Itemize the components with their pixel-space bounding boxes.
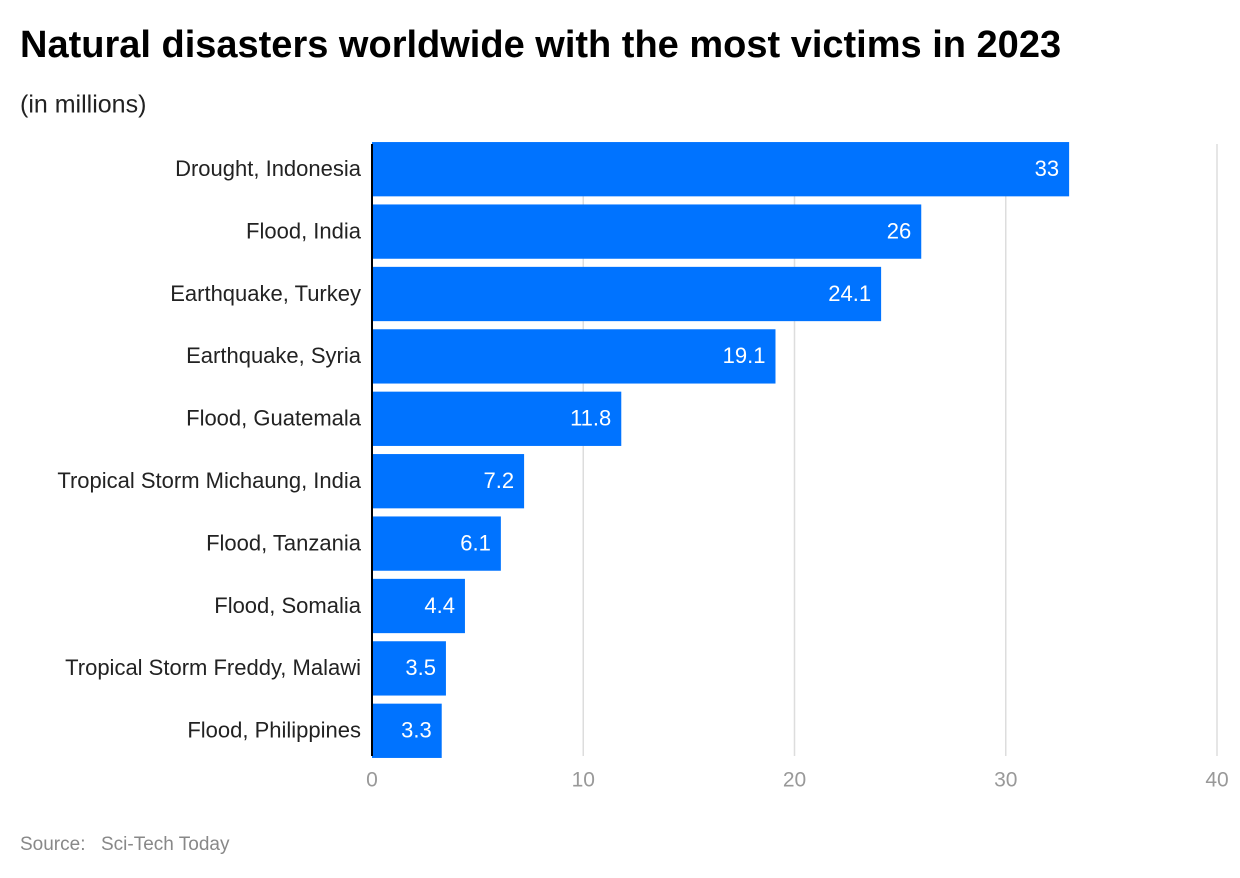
source-label: Source: bbox=[20, 834, 85, 855]
value-label: 19.1 bbox=[723, 343, 766, 368]
value-label: 33 bbox=[1035, 156, 1059, 181]
bar bbox=[372, 454, 525, 509]
x-tick-label: 40 bbox=[1205, 769, 1228, 792]
value-label: 24.1 bbox=[828, 281, 871, 306]
y-tick-label: Earthquake, Syria bbox=[186, 343, 362, 368]
value-label: 6.1 bbox=[460, 530, 491, 555]
value-label: 3.5 bbox=[405, 655, 436, 680]
chart-title: Natural disasters worldwide with the mos… bbox=[20, 24, 1061, 66]
chart-subtitle: (in millions) bbox=[20, 91, 146, 119]
source-text: Sci-Tech Today bbox=[101, 834, 230, 855]
bar bbox=[372, 516, 501, 571]
bar bbox=[372, 578, 465, 634]
bar bbox=[372, 142, 1070, 197]
bar bbox=[372, 391, 622, 446]
bar bbox=[372, 266, 882, 322]
bar bbox=[372, 329, 776, 384]
bar bbox=[372, 703, 442, 758]
bar bbox=[372, 641, 446, 696]
y-tick-label: Flood, India bbox=[246, 218, 362, 243]
x-tick-label: 30 bbox=[994, 769, 1017, 792]
value-label: 26 bbox=[887, 218, 911, 243]
x-tick-label: 20 bbox=[783, 769, 806, 792]
y-tick-label: Flood, Tanzania bbox=[206, 530, 362, 555]
y-tick-label: Drought, Indonesia bbox=[175, 156, 362, 181]
y-tick-label: Tropical Storm Michaung, India bbox=[57, 468, 361, 493]
x-tick-label: 10 bbox=[572, 769, 595, 792]
y-tick-label: Earthquake, Turkey bbox=[170, 281, 361, 306]
value-label: 4.4 bbox=[424, 593, 455, 618]
y-tick-label: Flood, Somalia bbox=[214, 593, 362, 618]
x-tick-label: 0 bbox=[366, 769, 378, 792]
y-tick-label: Flood, Guatemala bbox=[186, 406, 362, 431]
value-label: 7.2 bbox=[484, 468, 515, 493]
bar bbox=[372, 204, 922, 259]
value-label: 11.8 bbox=[570, 406, 611, 431]
y-tick-label: Tropical Storm Freddy, Malawi bbox=[65, 655, 361, 680]
value-label: 3.3 bbox=[401, 718, 432, 743]
y-tick-label: Flood, Philippines bbox=[187, 718, 361, 743]
